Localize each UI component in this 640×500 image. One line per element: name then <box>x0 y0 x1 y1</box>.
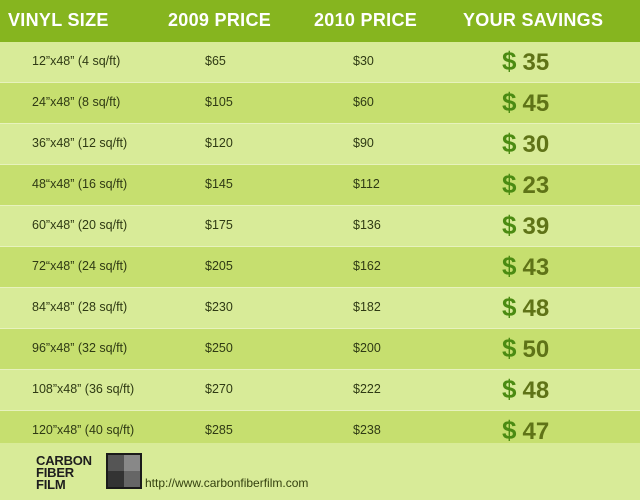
savings-amount: 35 <box>522 49 550 76</box>
logo-line-film: FILM <box>36 477 66 492</box>
price-2010-cell: $200 <box>353 341 381 355</box>
dollar-sign-icon: $ <box>502 251 517 281</box>
price-2010-cell: $238 <box>353 423 381 437</box>
savings-cell: $ 50 <box>502 333 549 364</box>
savings-amount: 48 <box>522 377 550 404</box>
price-2009-cell: $270 <box>205 382 233 396</box>
price-2010-cell: $60 <box>353 95 374 109</box>
website-link[interactable]: http://www.carbonfiberfilm.com <box>145 476 309 490</box>
table-row: 108”x48” (36 sq/ft) $270 $222 $ 48 <box>0 370 640 411</box>
price-2010-cell: $90 <box>353 136 374 150</box>
savings-amount: 48 <box>522 295 550 322</box>
vinyl-size-cell: 12”x48” (4 sq/ft) <box>32 54 121 68</box>
price-2009-cell: $230 <box>205 300 233 314</box>
savings-cell: $ 30 <box>502 128 549 159</box>
carbon-fiber-film-logo: CARBON FIBER FILM <box>36 453 92 492</box>
table-header: VINYL SIZE 2009 PRICE 2010 PRICE YOUR SA… <box>0 0 640 42</box>
logo-line-fiber: FIBER <box>36 465 75 480</box>
logo-line-carbon: CARBON <box>36 453 92 468</box>
savings-cell: $ 39 <box>502 210 549 241</box>
table-row: 48“x48” (16 sq/ft) $145 $112 $ 23 <box>0 165 640 206</box>
savings-cell: $ 48 <box>502 292 549 323</box>
price-2010-cell: $112 <box>353 177 380 191</box>
table-row: 60”x48” (20 sq/ft) $175 $136 $ 39 <box>0 206 640 247</box>
price-2010-cell: $162 <box>353 259 381 273</box>
price-2010-cell: $30 <box>353 54 374 68</box>
price-2010-cell: $136 <box>353 218 381 232</box>
header-your-savings: YOUR SAVINGS <box>463 10 604 30</box>
table-row: 84”x48” (28 sq/ft) $230 $182 $ 48 <box>0 288 640 329</box>
savings-amount: 39 <box>522 213 550 240</box>
table-row: 96”x48” (32 sq/ft) $250 $200 $ 50 <box>0 329 640 370</box>
table-row: 12”x48” (4 sq/ft) $65 $30 $ 35 <box>0 42 640 83</box>
savings-cell: $ 35 <box>502 46 549 77</box>
vinyl-size-cell: 36”x48” (12 sq/ft) <box>32 136 128 150</box>
carbon-texture-icon <box>106 453 142 489</box>
dollar-sign-icon: $ <box>502 374 517 404</box>
header-vinyl-size: VINYL SIZE <box>8 10 109 30</box>
vinyl-size-cell: 120”x48” (40 sq/ft) <box>32 423 135 437</box>
dollar-sign-icon: $ <box>502 210 517 240</box>
savings-cell: $ 43 <box>502 251 549 282</box>
header-2010-price: 2010 PRICE <box>314 10 418 30</box>
savings-cell: $ 48 <box>502 374 549 405</box>
price-2009-cell: $205 <box>205 259 233 273</box>
vinyl-size-cell: 96”x48” (32 sq/ft) <box>32 341 128 355</box>
price-2010-cell: $222 <box>353 382 381 396</box>
dollar-sign-icon: $ <box>502 87 517 117</box>
price-2010-cell: $182 <box>353 300 381 314</box>
savings-amount: 45 <box>522 90 550 117</box>
price-2009-cell: $120 <box>205 136 233 150</box>
savings-cell: $ 45 <box>502 87 549 118</box>
price-2009-cell: $145 <box>205 177 233 191</box>
dollar-sign-icon: $ <box>502 169 517 199</box>
header-2009-price: 2009 PRICE <box>168 10 272 30</box>
vinyl-size-cell: 72“x48” (24 sq/ft) <box>32 259 128 273</box>
savings-cell: $ 47 <box>502 415 549 446</box>
footer: CARBON FIBER FILM http://www.carbonfiber… <box>0 443 640 500</box>
savings-amount: 50 <box>522 336 550 363</box>
dollar-sign-icon: $ <box>502 128 517 158</box>
price-2009-cell: $175 <box>205 218 233 232</box>
table-body: 12”x48” (4 sq/ft) $65 $30 $ 35 24”x48” (… <box>0 42 640 452</box>
dollar-sign-icon: $ <box>502 292 517 322</box>
vinyl-size-cell: 24”x48” (8 sq/ft) <box>32 95 121 109</box>
table-row: 36”x48” (12 sq/ft) $120 $90 $ 30 <box>0 124 640 165</box>
dollar-sign-icon: $ <box>502 415 517 445</box>
vinyl-size-cell: 60”x48” (20 sq/ft) <box>32 218 128 232</box>
dollar-sign-icon: $ <box>502 46 517 76</box>
savings-amount: 47 <box>522 418 550 445</box>
dollar-sign-icon: $ <box>502 333 517 363</box>
vinyl-size-cell: 84”x48” (28 sq/ft) <box>32 300 128 314</box>
price-2009-cell: $250 <box>205 341 233 355</box>
savings-amount: 23 <box>522 172 550 199</box>
price-2009-cell: $105 <box>205 95 233 109</box>
vinyl-size-cell: 108”x48” (36 sq/ft) <box>32 382 135 396</box>
vinyl-size-cell: 48“x48” (16 sq/ft) <box>32 177 128 191</box>
savings-amount: 30 <box>522 131 550 158</box>
savings-cell: $ 23 <box>502 169 549 200</box>
table-row: 72“x48” (24 sq/ft) $205 $162 $ 43 <box>0 247 640 288</box>
price-2009-cell: $285 <box>205 423 233 437</box>
table-row: 24”x48” (8 sq/ft) $105 $60 $ 45 <box>0 83 640 124</box>
savings-amount: 43 <box>522 254 550 281</box>
price-2009-cell: $65 <box>205 54 226 68</box>
